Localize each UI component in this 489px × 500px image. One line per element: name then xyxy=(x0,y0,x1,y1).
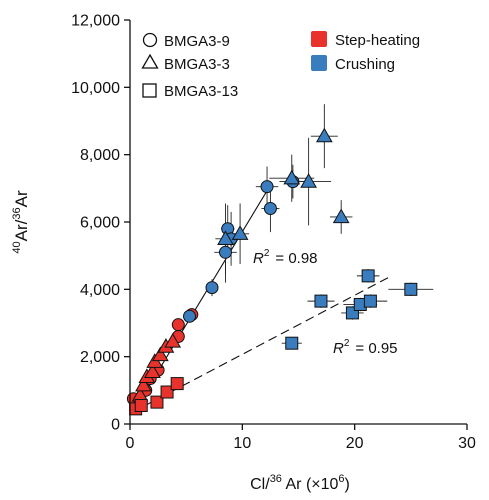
y-axis-title: 40Ar/36Ar xyxy=(11,190,31,254)
x-tick-label: 20 xyxy=(346,435,364,452)
legend-crushing-swatch xyxy=(311,55,327,71)
data-point-bmga3-13-crushing xyxy=(361,269,375,283)
y-tick-label: 12,000 xyxy=(71,13,120,30)
x-axis-title: Cl/36 Ar (×106) xyxy=(250,473,350,493)
y-tick-label: 8,000 xyxy=(80,147,120,164)
data-point-bmga3-3-crushing xyxy=(315,127,333,143)
data-point-bmga3-3-crushing xyxy=(283,169,301,185)
data-point-bmga3-3-crushing xyxy=(217,230,234,245)
data-point-bmga3-13-crushing xyxy=(285,336,299,350)
y-tick-label: 10,000 xyxy=(71,80,120,97)
legend-label-bmga3-9: BMGA3-9 xyxy=(164,33,230,50)
data-point-bmga3-3-crushing xyxy=(300,173,317,188)
legend-methods: Step-heating Crushing xyxy=(311,31,420,73)
data-point-bmga3-13-crushing xyxy=(363,294,377,308)
legend-square-icon xyxy=(142,83,157,98)
data-point-bmga3-13-crushing xyxy=(404,282,418,296)
y-tick-label: 4,000 xyxy=(80,282,120,299)
data-point-bmga3-13-step-heating xyxy=(134,398,148,412)
legend-label-bmga3-13: BMGA3-13 xyxy=(164,83,238,100)
data-point-bmga3-3-step-heating xyxy=(135,376,152,392)
r2-upper-annotation: R2 = 0.98 xyxy=(253,248,318,267)
data-point-bmga3-13-step-heating xyxy=(170,377,184,391)
data-point-bmga3-13-crushing xyxy=(314,294,328,308)
legend-label-crushing: Crushing xyxy=(335,56,395,73)
r2-lower-annotation: R2 = 0.95 xyxy=(333,338,398,357)
data-point-bmga3-13-step-heating xyxy=(160,385,174,399)
data-point-bmga3-9-crushing xyxy=(205,281,219,295)
legend-label-bmga3-3: BMGA3-3 xyxy=(164,56,230,73)
data-point-bmga3-9-step-heating xyxy=(171,318,185,332)
data-point-bmga3-9-crushing xyxy=(183,309,197,323)
data-point-bmga3-9-crushing xyxy=(263,202,277,216)
data-point-bmga3-3-step-heating xyxy=(164,333,182,348)
data-point-bmga3-3-crushing xyxy=(332,208,350,224)
y-tick-label: 6,000 xyxy=(80,215,120,232)
data-point-bmga3-3-crushing xyxy=(231,225,249,240)
legend-circle-icon xyxy=(142,32,158,48)
data-point-bmga3-9-crushing xyxy=(218,245,232,259)
legend-label-step-heating: Step-heating xyxy=(335,32,420,49)
data-point-bmga3-13-step-heating xyxy=(150,395,164,409)
y-tick-label: 2,000 xyxy=(80,349,120,366)
data-point-bmga3-3-step-heating xyxy=(151,346,169,362)
data-point-bmga3-9-crushing xyxy=(260,180,274,194)
y-tick-label: 0 xyxy=(111,417,120,434)
x-tick-label: 0 xyxy=(126,435,135,452)
x-tick-label: 30 xyxy=(458,435,476,452)
x-tick-label: 10 xyxy=(233,435,251,452)
legend-step-heating-swatch xyxy=(311,31,327,47)
legend-triangle-icon xyxy=(141,53,159,69)
legend-shapes: BMGA3-9 BMGA3-3 BMGA3-13 xyxy=(141,32,238,100)
data-point-bmga3-3-step-heating xyxy=(144,363,161,378)
